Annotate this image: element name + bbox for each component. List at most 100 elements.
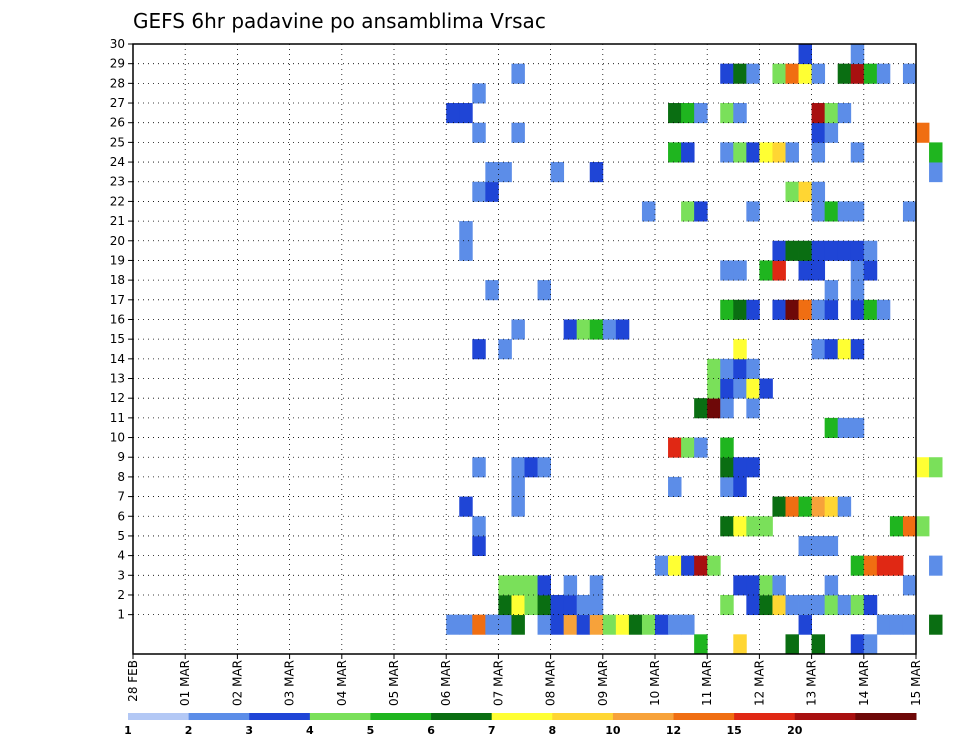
colorbar: 1 2 3 4 5 6 7 8 10 12 15 20: [124, 713, 917, 737]
y-tick-label: 15: [110, 332, 125, 346]
heatmap-cell: [929, 142, 943, 163]
heatmap-cell: [681, 103, 695, 124]
heatmap-cell: [850, 63, 865, 84]
heatmap-cell: [850, 634, 865, 655]
heatmap-cell: [733, 476, 747, 497]
x-tick-label: 28 FEB: [126, 660, 140, 702]
colorbar-label: 8: [548, 724, 556, 737]
heatmap-cell: [798, 240, 812, 261]
heatmap-cell: [798, 496, 812, 517]
heatmap-cell: [720, 63, 734, 84]
colorbar-label: 5: [367, 724, 375, 737]
chart-title: GEFS 6hr padavine po ansamblima Vrsac: [133, 9, 546, 33]
x-tick-label: 08 MAR: [544, 660, 558, 706]
gridlines: [133, 44, 916, 654]
y-tick-label: 17: [110, 293, 125, 307]
heatmap-cell: [811, 299, 826, 320]
heatmap-cell: [615, 614, 630, 635]
heatmap-cell: [472, 457, 486, 478]
y-tick-label: 2: [117, 588, 125, 602]
heatmap-cell: [707, 378, 721, 399]
heatmap-cell: [668, 614, 682, 635]
y-tick-label: 16: [110, 312, 125, 326]
colorbar-swatch: [794, 713, 856, 720]
heatmap-cell: [811, 634, 826, 655]
heatmap-cell: [655, 555, 669, 576]
heatmap-cell: [798, 614, 812, 635]
heatmap-cell: [681, 437, 695, 458]
heatmap-cell: [459, 614, 473, 635]
heatmap-cell: [902, 201, 917, 222]
heatmap-cell: [746, 63, 760, 84]
x-tick-label: 15 MAR: [909, 660, 923, 706]
heatmap-cell: [798, 260, 812, 281]
heatmap-cell: [759, 260, 773, 281]
heatmap-cell: [798, 299, 812, 320]
heatmap-cell: [537, 280, 551, 301]
heatmap-cell: [889, 555, 904, 576]
heatmap-cell: [733, 575, 747, 596]
heatmap-cell: [772, 299, 786, 320]
heatmap-cell: [720, 516, 734, 537]
heatmap-cell: [759, 516, 773, 537]
heatmap-cell: [668, 476, 682, 497]
heatmap-cell: [511, 457, 525, 478]
heatmap-cell: [694, 103, 708, 124]
x-tick-label: 05 MAR: [387, 660, 401, 706]
heatmap-cell: [916, 122, 930, 143]
heatmap-cell: [707, 555, 721, 576]
heatmap-cell: [798, 63, 812, 84]
heatmap-cell: [746, 594, 760, 616]
heatmap-cell: [772, 594, 786, 616]
heatmap-cell: [733, 457, 747, 478]
heatmap-cell: [537, 594, 551, 616]
heatmap-cell: [511, 614, 525, 635]
heatmap-cell: [811, 594, 826, 616]
colorbar-label: 20: [787, 724, 803, 737]
heatmap-cell: [785, 299, 799, 320]
heatmap-cell: [459, 103, 473, 124]
y-tick-label: 25: [110, 135, 125, 149]
y-tick-label: 14: [110, 352, 125, 366]
heatmap-cell: [602, 319, 617, 340]
heatmap-cell: [733, 63, 747, 84]
heatmap-cell: [720, 476, 734, 497]
heatmap-cell: [837, 339, 852, 360]
colorbar-swatch: [734, 713, 796, 720]
y-tick-label: 7: [117, 490, 125, 504]
x-tick-label: 03 MAR: [283, 660, 297, 706]
heatmap-cell: [746, 378, 760, 399]
heatmap-cell: [733, 516, 747, 537]
heatmap-cell: [694, 437, 708, 458]
heatmap-cell: [681, 614, 695, 635]
heatmap-cell: [537, 457, 551, 478]
x-tick-label: 14 MAR: [857, 660, 871, 706]
x-tick-label: 01 MAR: [178, 660, 192, 706]
heatmap-cell: [876, 299, 891, 320]
y-tick-label: 5: [117, 529, 125, 543]
heatmap-cell: [733, 339, 747, 360]
heatmap-cell: [889, 516, 904, 537]
heatmap-cell: [472, 614, 486, 635]
heatmap-cell: [824, 299, 839, 320]
y-tick-label: 9: [117, 450, 125, 464]
heatmap-cell: [772, 260, 786, 281]
heatmap-cell: [876, 614, 891, 635]
heatmap-cell: [485, 614, 499, 635]
heatmap-cell: [759, 575, 773, 596]
heatmap-cell: [681, 555, 695, 576]
y-tick-label: 21: [110, 214, 125, 228]
heatmap-cell: [811, 142, 826, 163]
heatmap-cell: [446, 614, 460, 635]
heatmap-cell: [511, 122, 525, 143]
heatmap-cell: [668, 555, 682, 576]
heatmap-cell: [459, 240, 473, 261]
heatmap-cell: [824, 103, 839, 124]
y-tick-label: 1: [117, 608, 125, 622]
heatmap-cell: [576, 614, 591, 635]
heatmap-cell: [785, 63, 799, 84]
heatmap-cell: [576, 319, 591, 340]
heatmap-cell: [589, 575, 604, 596]
heatmap-cell: [641, 614, 656, 635]
